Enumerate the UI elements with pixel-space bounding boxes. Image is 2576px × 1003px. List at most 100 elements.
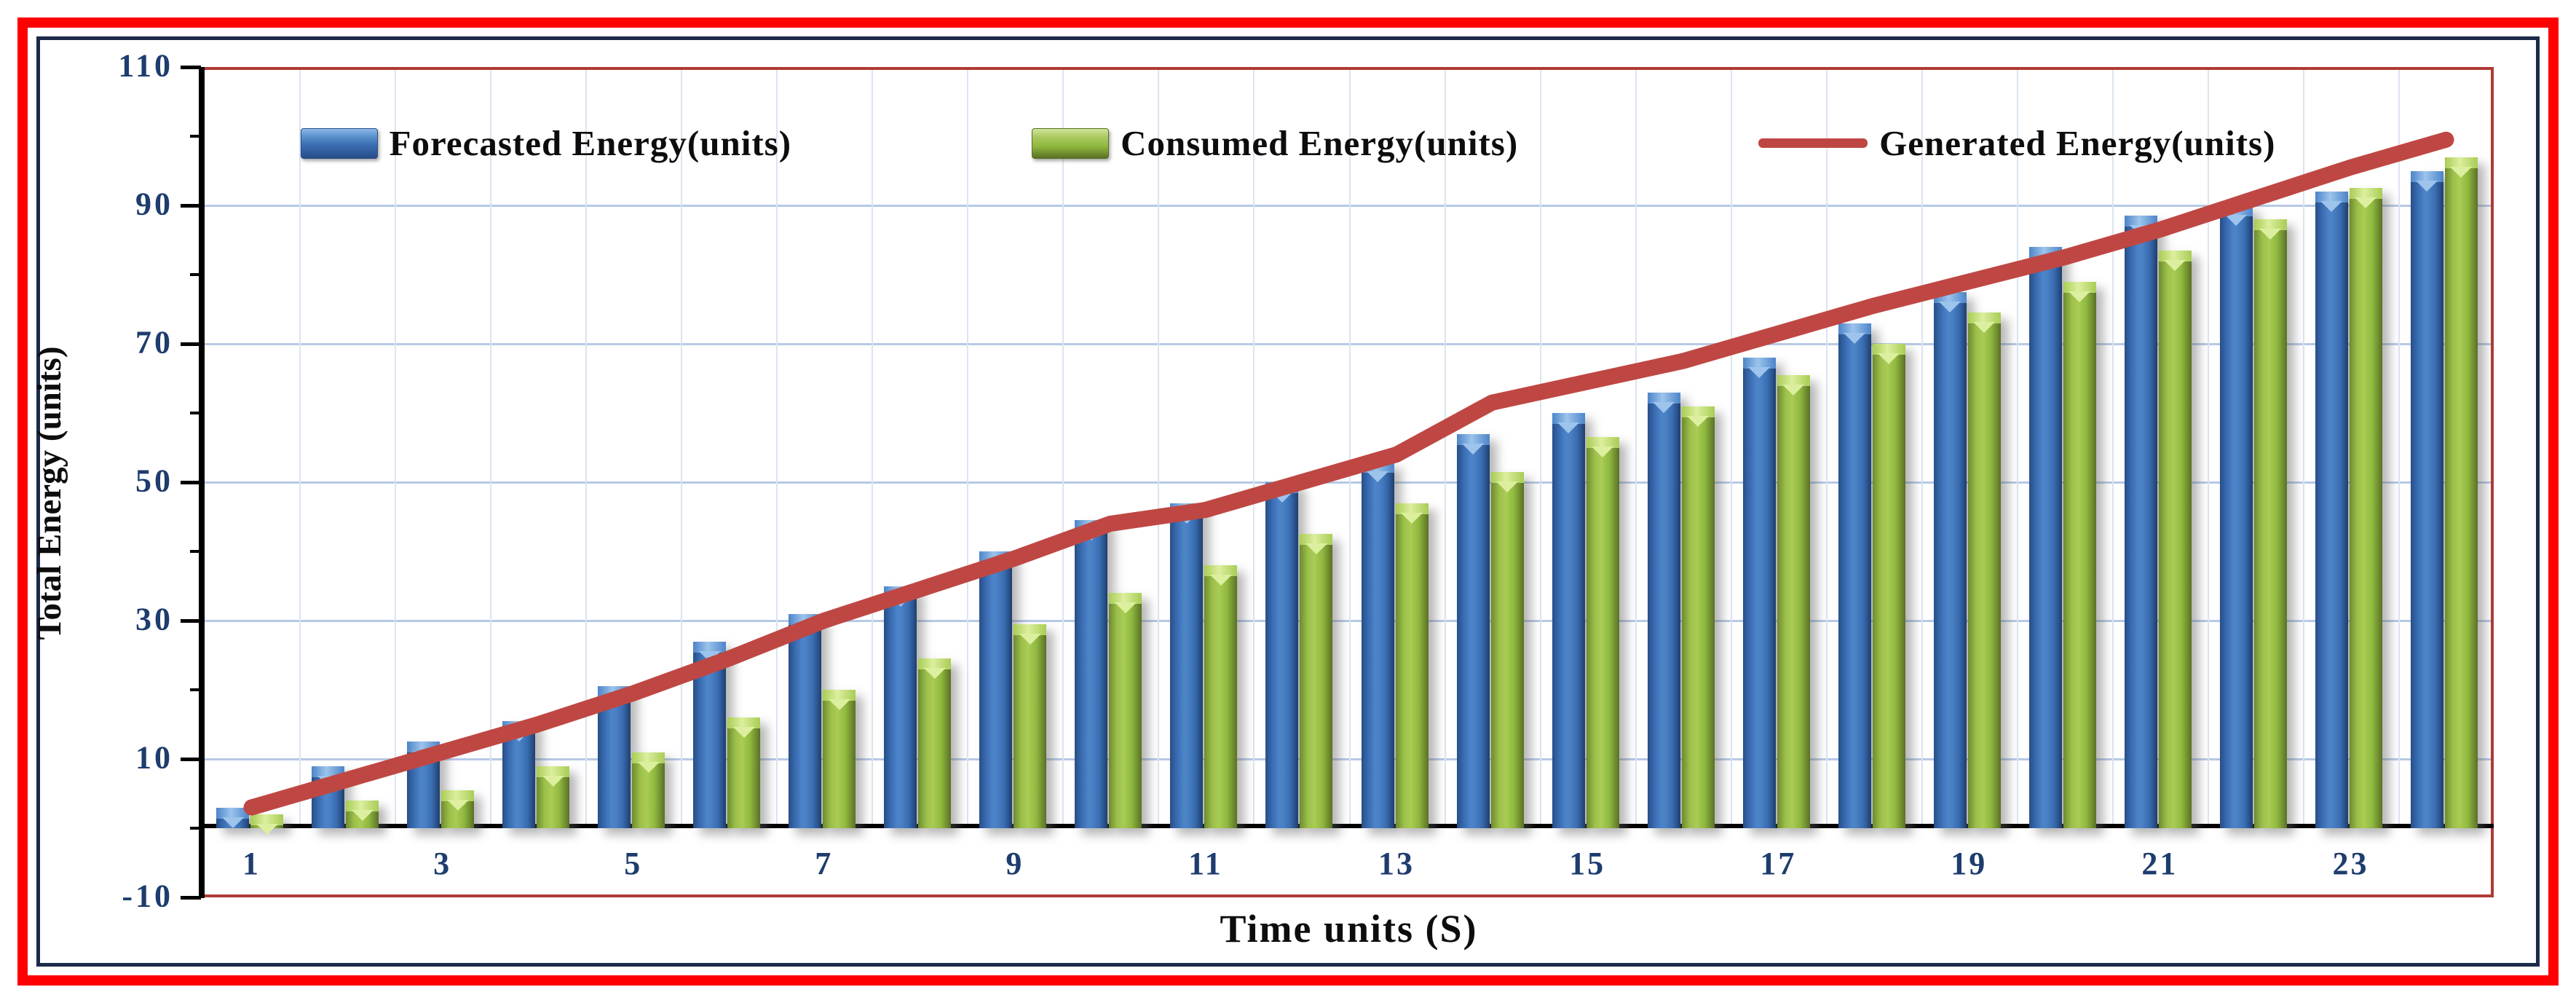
gridline-vertical <box>1062 67 1064 825</box>
gridline-vertical <box>299 67 301 825</box>
bar-top-cap <box>2315 192 2348 202</box>
bar-top-notch <box>1878 353 1900 364</box>
x-tick-label: 5 <box>624 846 643 881</box>
bar-top-notch <box>1114 602 1137 613</box>
bar-top-notch <box>351 810 374 821</box>
bar-consumed-12 <box>1300 534 1333 828</box>
bar-consumed-23 <box>2349 188 2382 828</box>
gridline-vertical <box>1444 67 1446 825</box>
bar-top-notch <box>1496 481 1519 492</box>
bar-top-cap <box>1109 593 1142 604</box>
x-tick-label: 11 <box>1188 846 1223 881</box>
bar-top-notch <box>221 817 244 828</box>
bar-top-notch <box>1687 415 1710 427</box>
generated-energy-polyline <box>243 131 2454 816</box>
bar-top-notch <box>2164 259 2186 271</box>
bar-consumed-22 <box>2253 219 2287 828</box>
y-tick-label: 90 <box>135 186 173 222</box>
y-tick-mark <box>181 619 201 623</box>
bar-consumed-1 <box>250 814 283 835</box>
bar-top-notch <box>1209 575 1232 586</box>
gridline-vertical <box>1825 67 1828 825</box>
bar-top-notch <box>2416 180 2438 192</box>
legend-label: Consumed Energy(units) <box>1121 123 1519 163</box>
bar-top-cap <box>2253 219 2287 230</box>
bar-forecasted-1 <box>216 807 249 828</box>
bar-top-notch <box>256 824 278 835</box>
bar-consumed-8 <box>918 658 952 828</box>
bar-consumed-13 <box>1395 503 1429 828</box>
bar-consumed-24 <box>2444 157 2478 828</box>
bar-top-notch <box>1401 512 1423 524</box>
y-axis-line <box>199 67 205 898</box>
bar-top-notch <box>2355 197 2377 209</box>
bar-forecasted-24 <box>2410 170 2443 828</box>
gridline-vertical <box>1730 67 1732 825</box>
bar-top-cap <box>1552 413 1585 424</box>
bar-top-cap <box>1777 374 1810 386</box>
bar-consumed-9 <box>1014 624 1047 828</box>
bar-consumed-6 <box>727 717 761 828</box>
legend-label: Generated Energy(units) <box>1879 123 2276 163</box>
bar-top-notch <box>2450 166 2473 178</box>
bar-top-cap <box>1742 358 1776 369</box>
legend-item-generated: Generated Energy(units) <box>1758 122 2275 164</box>
y-tick-mark <box>181 204 201 208</box>
bar-top-cap <box>1838 323 1871 334</box>
gridline-vertical <box>2111 67 2114 825</box>
gridline-vertical <box>681 67 683 825</box>
x-tick-label: 15 <box>1569 846 1606 881</box>
bar-top-cap <box>2124 216 2157 227</box>
y-tick-label: -10 <box>122 878 173 914</box>
y-tick-mark <box>181 758 201 761</box>
legend-item-forecasted: Forecasted Energy(units) <box>300 122 792 164</box>
y-tick-mark <box>181 481 201 484</box>
bar-consumed-21 <box>2158 250 2192 828</box>
bar-forecasted-21 <box>2124 216 2157 828</box>
bar-forecasted-14 <box>1456 433 1490 828</box>
gridline-vertical <box>1921 67 1923 825</box>
bar-top-notch <box>637 761 660 773</box>
y-tick-label: 10 <box>135 739 173 776</box>
gridline-vertical <box>2016 67 2018 825</box>
bar-top-cap <box>216 807 249 819</box>
bar-top-notch <box>2225 215 2248 226</box>
gridline-vertical <box>2207 67 2209 825</box>
y-axis-title: Total Energy (units) <box>31 346 68 640</box>
bar-top-cap <box>823 690 856 701</box>
bar-top-cap <box>1395 503 1429 514</box>
bar-consumed-18 <box>1872 344 1905 828</box>
bar-top-cap <box>2444 157 2478 168</box>
bar-top-notch <box>2259 229 2282 240</box>
x-tick-label: 19 <box>1951 846 1988 881</box>
bar-consumed-7 <box>823 690 856 828</box>
x-axis-line <box>204 824 2494 828</box>
bar-top-notch <box>1748 367 1771 378</box>
gridline-vertical <box>1539 67 1541 825</box>
bar-consumed-19 <box>1967 312 2001 828</box>
bar-top-cap <box>312 766 345 777</box>
bar-consumed-17 <box>1777 374 1810 828</box>
y-tick-minor-mark <box>190 688 201 691</box>
gridline-vertical <box>1635 67 1637 825</box>
gridline-vertical <box>395 67 397 825</box>
bar-top-notch <box>1557 422 1580 433</box>
bar-forecasted-19 <box>1933 291 1967 828</box>
forecasted-swatch-icon <box>300 127 378 159</box>
bar-consumed-14 <box>1490 471 1524 828</box>
bar-consumed-10 <box>1109 593 1142 828</box>
bar-top-notch <box>2069 291 2091 302</box>
bar-top-cap <box>632 752 665 763</box>
bar-consumed-3 <box>441 790 475 828</box>
bar-forecasted-13 <box>1361 461 1394 828</box>
bar-top-cap <box>2349 188 2382 200</box>
gridline-vertical <box>585 67 588 825</box>
x-tick-label: 13 <box>1378 846 1415 881</box>
bar-top-cap <box>727 717 761 728</box>
bar-consumed-16 <box>1681 406 1715 828</box>
bar-top-notch <box>1782 384 1805 396</box>
bar-top-cap <box>250 814 283 825</box>
plot-area <box>204 67 2494 897</box>
bar-top-cap <box>2410 170 2443 182</box>
legend-label: Forecasted Energy(units) <box>389 123 792 163</box>
